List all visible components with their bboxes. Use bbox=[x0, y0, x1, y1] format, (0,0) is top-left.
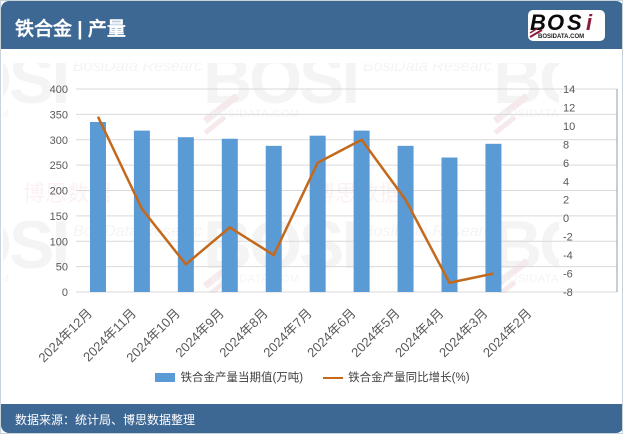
svg-text:0: 0 bbox=[563, 213, 569, 225]
svg-text:8: 8 bbox=[563, 139, 569, 151]
svg-text:0: 0 bbox=[62, 287, 68, 299]
svg-text:300: 300 bbox=[50, 135, 68, 147]
svg-text:S: S bbox=[567, 10, 582, 35]
svg-text:i: i bbox=[586, 10, 593, 35]
svg-text:12: 12 bbox=[563, 102, 575, 114]
svg-text:O: O bbox=[547, 10, 564, 35]
svg-text:4: 4 bbox=[563, 176, 569, 188]
svg-text:200: 200 bbox=[50, 186, 68, 198]
svg-text:150: 150 bbox=[50, 211, 68, 223]
svg-text:6: 6 bbox=[563, 158, 569, 170]
svg-text:10: 10 bbox=[563, 121, 575, 133]
svg-text:250: 250 bbox=[50, 160, 68, 172]
svg-text:-8: -8 bbox=[563, 287, 573, 299]
svg-text:350: 350 bbox=[50, 109, 68, 121]
svg-text:50: 50 bbox=[56, 262, 68, 274]
svg-text:14: 14 bbox=[563, 84, 575, 96]
svg-text:2: 2 bbox=[563, 195, 569, 207]
svg-text:-4: -4 bbox=[563, 250, 573, 262]
svg-text:-2: -2 bbox=[563, 232, 573, 244]
svg-text:100: 100 bbox=[50, 236, 68, 248]
svg-text:BOSIDATA.COM: BOSIDATA.COM bbox=[538, 34, 584, 40]
svg-text:400: 400 bbox=[50, 84, 68, 96]
svg-text:-6: -6 bbox=[563, 269, 573, 281]
